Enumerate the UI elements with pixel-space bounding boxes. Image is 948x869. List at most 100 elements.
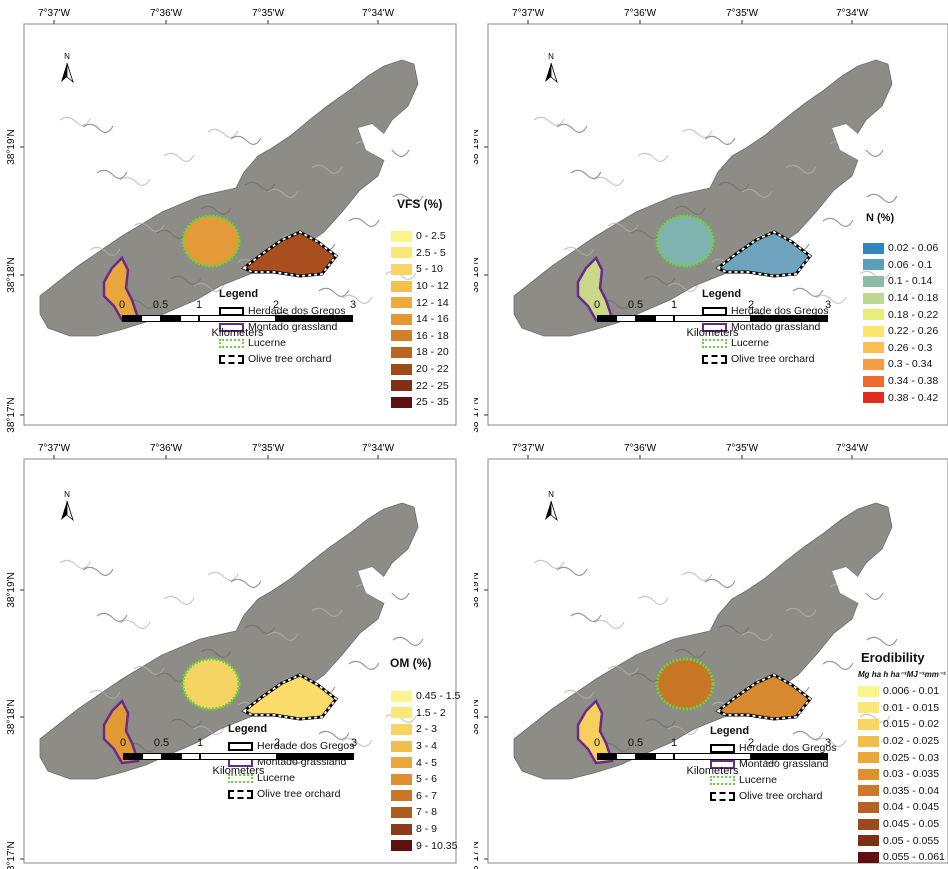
legend-class-item: 3 - 4 [391, 738, 460, 755]
scale-bar: 0 0.5 1 2 3 Kilometers [593, 299, 831, 339]
latitude-label: 38°18'N [474, 699, 481, 734]
terrain-texture [718, 624, 750, 634]
scale-bar-segment [142, 753, 162, 760]
legend-class-item: 8 - 9 [391, 821, 460, 838]
legend-item-label: Montado grassland [731, 321, 821, 333]
scale-bar-segment [635, 315, 655, 322]
reservoir [358, 567, 392, 603]
terrain-texture [792, 287, 824, 297]
legend-class-item: 0.1 - 0.14 [863, 273, 938, 290]
legend-item-label: Lucerne [739, 774, 777, 786]
legend-swatch [863, 375, 884, 387]
legend-swatch [858, 851, 879, 863]
terrain-texture [348, 660, 380, 670]
legend-class-item: 0.035 - 0.04 [858, 783, 945, 800]
legend-class-label: 18 - 20 [416, 346, 449, 359]
scale-tick-label: 2 [747, 737, 755, 749]
scale-bar-segment [141, 315, 161, 322]
scale-tick-label: 0 [593, 737, 601, 749]
north-arrow-left [545, 501, 551, 520]
longitude-label: 7°36'W [624, 443, 657, 454]
scale-tick-label: 1 [670, 299, 678, 311]
legend-swatch [391, 806, 412, 818]
terrain-texture [815, 737, 847, 747]
legend-box: Legend Herdade dos Gregos Montado grasslan… [219, 288, 345, 367]
terrain-texture [230, 578, 262, 588]
terrain-texture [392, 636, 424, 646]
scale-tick-label: 0.5 [153, 737, 170, 749]
olive-orchard-outline [716, 673, 812, 720]
legend-class-item: 25 - 35 [391, 394, 449, 411]
terrain-texture [593, 176, 625, 186]
legend-class-item: 0.02 - 0.025 [858, 733, 945, 750]
longitude-label: 7°34'W [362, 443, 395, 454]
terrain-texture [667, 725, 699, 735]
montado-grassland-field [102, 698, 140, 765]
montado-grassland-field [576, 255, 614, 322]
scale-tick-label: 0.5 [627, 737, 644, 749]
legend-swatch [391, 707, 412, 719]
terrain-texture [741, 188, 773, 198]
longitude-label: 7°37'W [38, 443, 71, 454]
montado-grassland-field [102, 255, 140, 322]
legend-item: Lucerne [710, 772, 836, 788]
north-arrow-icon: N [57, 488, 77, 528]
legend-item: Lucerne [702, 335, 828, 351]
legend-swatch [391, 396, 412, 408]
north-arrow-right [550, 500, 558, 522]
latitude-label: 38°19'N [6, 572, 17, 607]
legend-class-item: 1.5 - 2 [391, 705, 460, 722]
scale-tick-label: 0.5 [152, 299, 169, 311]
lucerne-field [655, 657, 715, 711]
terrain-texture [822, 217, 854, 227]
legend-class-item: 12 - 14 [391, 294, 449, 311]
legend-swatch [391, 823, 412, 835]
latitude-label: 38°19'N [474, 572, 481, 607]
scale-tick-label: 3 [824, 299, 832, 311]
legend-class-item: 0.045 - 0.05 [858, 816, 945, 833]
legend-class-label: 0.035 - 0.04 [883, 784, 940, 797]
terrain-texture [674, 648, 706, 658]
scale-bar-segment [180, 753, 200, 760]
terrain-texture [200, 648, 232, 658]
latitude-label: 38°19'N [6, 129, 17, 164]
terrain-texture [200, 205, 232, 215]
terrain-texture [170, 275, 202, 285]
terrain-texture [59, 559, 91, 569]
legend-class-label: 5 - 6 [416, 773, 438, 786]
map-title: VFS (%) [397, 197, 443, 211]
legend-class-item: 0.34 - 0.38 [863, 373, 938, 390]
legend-class-label: 0.03 - 0.035 [883, 768, 940, 781]
terrain-texture [607, 665, 639, 675]
legend-class-item: 0.06 - 0.1 [863, 257, 938, 274]
north-label: N [64, 52, 70, 61]
legend-symbol [219, 354, 244, 364]
legend-class-item: 0.26 - 0.3 [863, 340, 938, 357]
legend-swatch [391, 280, 412, 292]
scale-bar-segment [674, 753, 751, 760]
scale-bar-segment [161, 753, 181, 760]
reservoir [832, 124, 866, 160]
legend-swatch [858, 702, 879, 714]
legend-class-item: 0.05 - 0.055 [858, 832, 945, 849]
legend-swatch [391, 230, 412, 242]
legend-swatch [863, 358, 884, 370]
legend-class-label: 0.3 - 0.34 [888, 358, 933, 371]
legend-symbol [228, 773, 253, 783]
scale-bar-segment [616, 753, 636, 760]
class-legend: 0.45 - 1.5 1.5 - 2 2 - 3 3 - 4 4 - 5 5 - 6 6 -… [391, 688, 460, 854]
north-label: N [64, 490, 70, 499]
legend-class-item: 14 - 16 [391, 311, 449, 328]
longitude-label: 7°37'W [38, 8, 71, 19]
legend-swatch [391, 263, 412, 275]
scale-tick-label: 0 [593, 299, 601, 311]
north-label: N [548, 52, 554, 61]
terrain-texture [82, 566, 114, 576]
legend-symbol [228, 789, 253, 799]
scale-bar-segment [123, 753, 143, 760]
longitude-label: 7°35'W [252, 8, 285, 19]
olive-orchard-outline [242, 230, 338, 277]
terrain-texture [785, 164, 817, 174]
legend-item-label: Olive tree orchard [248, 353, 332, 365]
terrain-texture [96, 169, 128, 179]
